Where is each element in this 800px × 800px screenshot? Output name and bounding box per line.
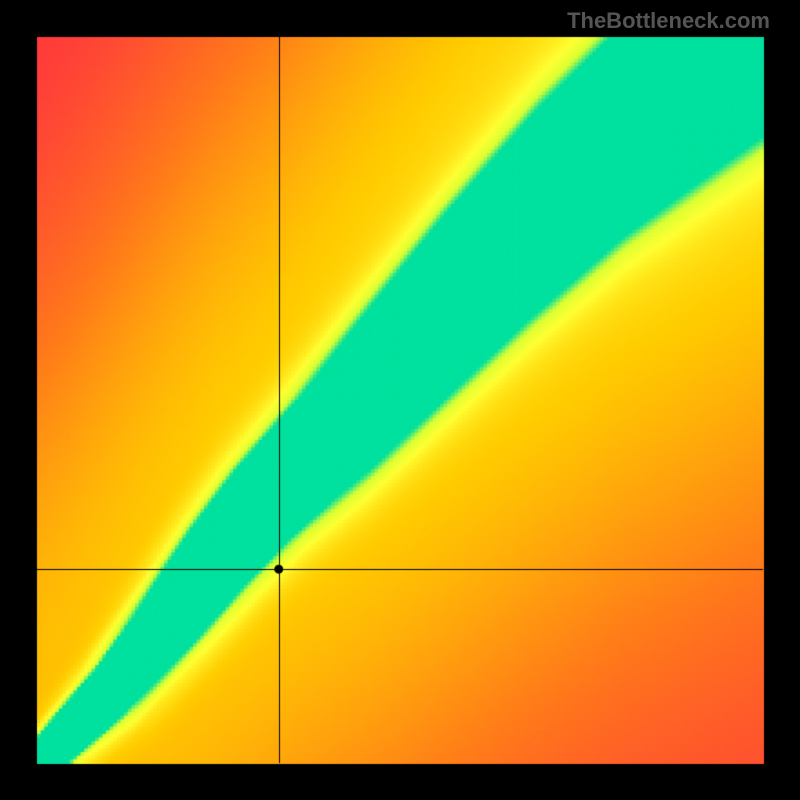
image-root: TheBottleneck.com [0, 0, 800, 800]
watermark-text: TheBottleneck.com [567, 8, 770, 34]
bottleneck-heatmap-canvas [0, 0, 800, 800]
